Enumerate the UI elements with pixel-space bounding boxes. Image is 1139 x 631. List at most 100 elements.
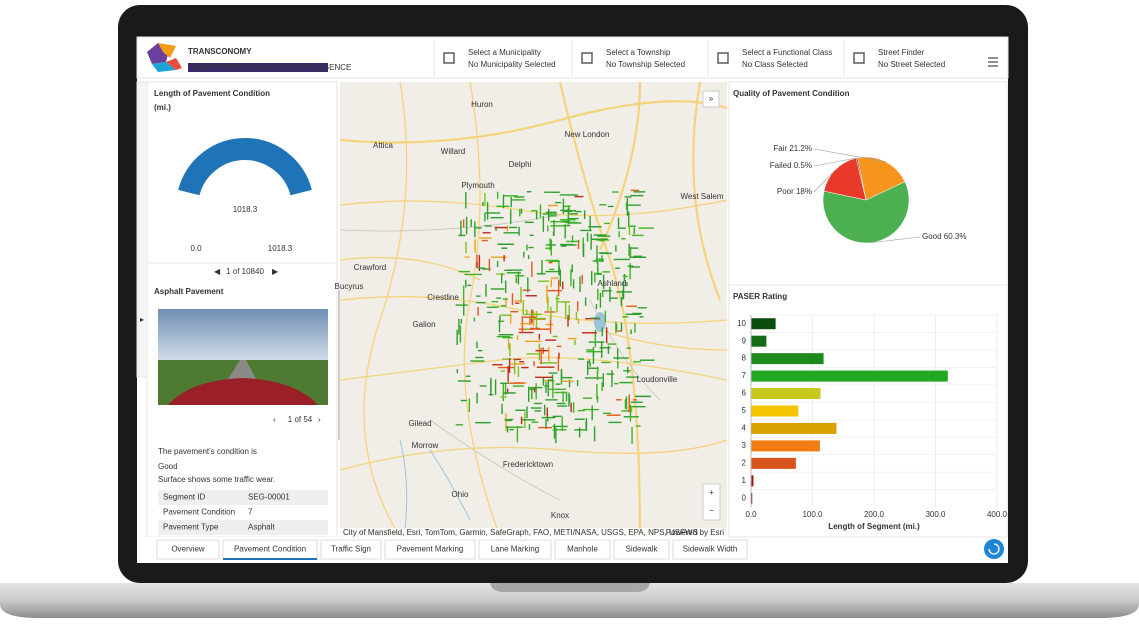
y-tick-label: 0 [742,493,747,502]
lake [594,312,606,332]
table-cell: Pavement Type [163,523,219,532]
condition-heading: The pavement's condition is Good [158,447,257,471]
filter-value[interactable]: No Municipality Selected [468,60,556,69]
filter-icon[interactable] [853,52,865,64]
image-pager[interactable]: 1 of 54 [288,415,313,424]
bar [751,405,799,417]
place-label: Morrow [412,441,439,450]
attribution: City of Mansfield, Esri, TomTom, Garmin,… [343,528,698,537]
filter-icon[interactable] [443,52,455,64]
tab-label[interactable]: Sidewalk [625,545,658,554]
pie-label: Poor 18% [777,187,812,196]
pie-label: Failed 0.5% [770,161,812,170]
pie-label: Fair 21.2% [773,144,812,153]
gauge-value: 1018.3 [233,205,258,214]
tab-label[interactable]: Pavement Condition [234,545,306,554]
tab-label[interactable]: Sidewalk Width [683,545,738,554]
place-label: Willard [441,147,465,156]
place-label: Loudonville [637,375,678,384]
road [339,439,728,471]
img-next[interactable]: › [318,415,321,424]
pager-prev[interactable]: ◀ [214,267,221,276]
logo-title: TRANSCONOMY [188,47,252,56]
tab-label[interactable]: Lane Marking [491,545,539,554]
tab[interactable] [613,539,670,560]
place-label: Gilead [408,419,431,428]
tab[interactable] [156,539,220,560]
tab-label[interactable]: Manhole [567,545,598,554]
tab[interactable] [478,539,552,560]
road [598,81,642,251]
filter-value[interactable]: No Class Selected [742,60,808,69]
filter-label[interactable]: Select a Functional Class [742,48,832,57]
tab-label[interactable]: Pavement Marking [397,545,464,554]
y-tick-label: 1 [742,476,747,485]
place-label: Crestline [427,293,459,302]
y-tick-label: 4 [742,424,747,433]
y-tick-label: 3 [742,441,747,450]
place-label: Huron [471,100,493,109]
y-tick-label: 8 [742,354,747,363]
filter-value[interactable]: No Township Selected [606,60,685,69]
x-tick-label: 100.0 [802,510,823,519]
side-toggle[interactable] [136,81,148,378]
pager[interactable]: 1 of 10840 [226,267,264,276]
zoom-in[interactable]: + [709,488,714,497]
filter-value[interactable]: No Street Selected [878,60,945,69]
y-tick-label: 7 [742,371,747,380]
place-label: Plymouth [461,181,494,190]
bar [751,475,754,487]
laptop-base [0,583,1139,618]
condition-desc: Surface shows some traffic wear. [158,475,275,484]
pie-label: Good 60.3% [922,232,966,241]
img-prev[interactable]: ‹ [273,415,276,424]
powered-by: Powered by Esri [666,528,724,537]
x-tick-label: 300.0 [925,510,946,519]
map-collapse[interactable] [702,90,720,108]
x-tick-label: 200.0 [864,510,885,519]
table-cell: Segment ID [163,493,205,502]
gauge-min: 0.0 [190,244,202,253]
refresh-icon [988,543,1000,555]
bar [751,353,824,365]
filter-label[interactable]: Select a Municipality [468,48,541,57]
road [339,256,481,281]
logo-mark [152,62,176,72]
road [692,81,722,301]
y-tick-label: 9 [742,336,747,345]
road [599,329,728,351]
road [463,81,501,538]
leader-line [813,157,857,167]
attribution-bg [340,528,727,537]
leader-line [813,148,886,162]
refresh-button[interactable] [984,539,1004,559]
road [363,81,408,538]
table-cell: SEG-00001 [248,493,290,502]
tab[interactable] [384,539,476,560]
bar [751,370,948,382]
zoom-out[interactable]: − [709,506,714,515]
table-cell: Pavement Condition [163,508,235,517]
road [339,214,561,232]
filter-icon[interactable] [581,52,593,64]
y-tick-label: 5 [742,406,747,415]
place-label: Knox [551,511,569,520]
gauge-max: 1018.3 [268,244,293,253]
collapse-icon: » [709,94,714,103]
tab[interactable] [672,539,748,560]
filter-icon[interactable] [717,52,729,64]
filter-label[interactable]: Street Finder [878,48,925,57]
tab-label[interactable]: Overview [171,545,205,554]
filter-label[interactable]: Select a Township [606,48,671,57]
table-cell: 7 [248,508,253,517]
chart-title: PASER Rating [733,292,787,301]
place-label: Bucyrus [335,282,364,291]
zoom-control[interactable] [702,483,721,521]
pager-next[interactable]: ▶ [272,267,279,276]
tab[interactable] [554,539,611,560]
y-tick-label: 10 [737,319,746,328]
tab[interactable] [320,539,382,560]
tab-label[interactable]: Traffic Sign [331,545,371,554]
logo-sub-bg [188,63,328,72]
